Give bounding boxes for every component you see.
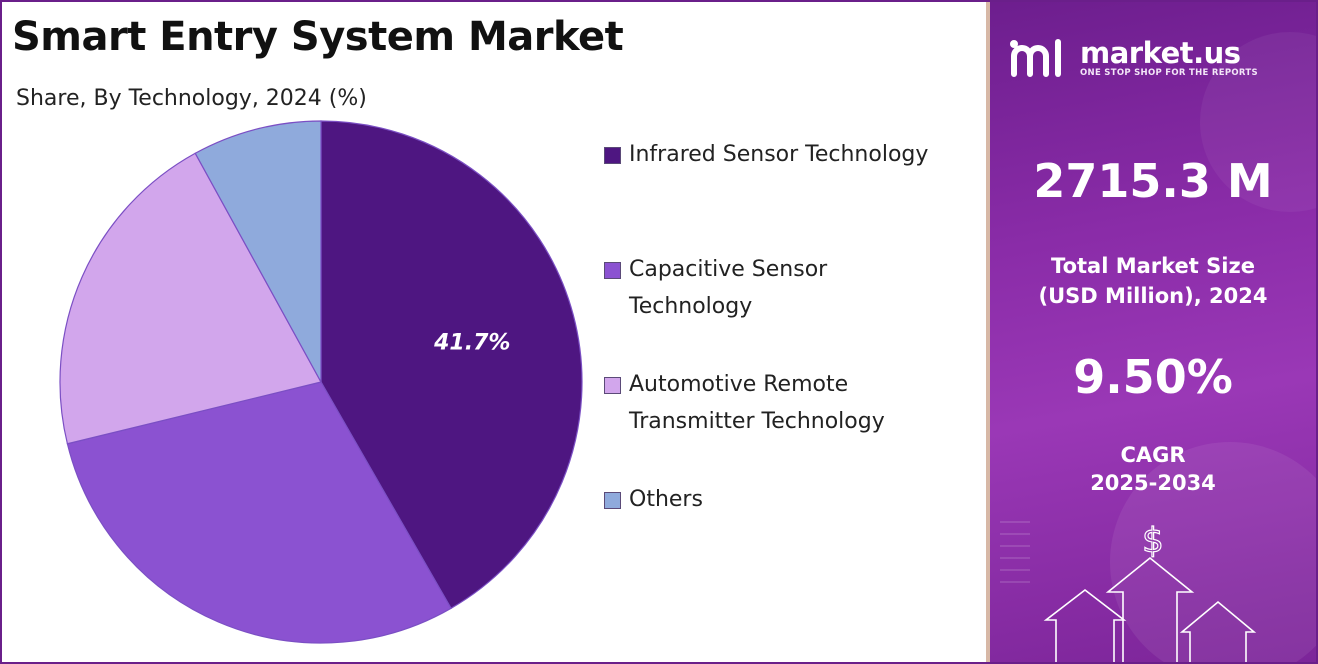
cagr-period: 2025-2034 xyxy=(1090,471,1216,495)
background-decoration xyxy=(1000,32,1316,662)
pie-data-label: 41.7% xyxy=(433,331,510,356)
pie-chart: 41.7% xyxy=(59,120,583,644)
legend-item-automotive: Automotive Remote Transmitter Technology xyxy=(604,371,949,440)
legend-item-capacitive: Capacitive Sensor Technology xyxy=(604,256,889,325)
legend-swatch xyxy=(604,262,621,279)
legend-label: Infrared Sensor Technology xyxy=(629,142,929,167)
logo-name: market.us xyxy=(1080,36,1241,70)
legend-label: Capacitive Sensor Technology xyxy=(629,257,828,319)
legend-item-infrared: Infrared Sensor Technology xyxy=(604,141,979,173)
market-size-label-line1: Total Market Size xyxy=(1051,254,1255,278)
legend-swatch xyxy=(604,147,621,164)
chart-panel: Smart Entry System Market Share, By Tech… xyxy=(2,2,986,662)
summary-panel: market.us ONE STOP SHOP FOR THE REPORTS … xyxy=(990,2,1316,662)
pie-slice-4 xyxy=(194,120,322,383)
chart-title: Smart Entry System Market xyxy=(12,14,624,60)
pie-slice-3 xyxy=(59,152,322,445)
logo-tagline: ONE STOP SHOP FOR THE REPORTS xyxy=(1080,68,1258,78)
marketus-logo: market.us ONE STOP SHOP FOR THE REPORTS xyxy=(1008,34,1258,82)
pie-slice-1 xyxy=(320,120,583,610)
panel-divider xyxy=(986,2,990,662)
legend-swatch xyxy=(604,377,621,394)
logo-mark-icon xyxy=(1010,39,1061,77)
chart-subtitle: Share, By Technology, 2024 (%) xyxy=(16,86,367,111)
legend-swatch xyxy=(604,492,621,509)
cagr-value: 9.50% xyxy=(1073,350,1233,404)
cagr-label: CAGR xyxy=(1120,443,1186,467)
legend-label: Automotive Remote Transmitter Technology xyxy=(629,372,885,434)
growth-arrows-icon: $ xyxy=(1043,520,1257,662)
market-size-label-line2: (USD Million), 2024 xyxy=(1038,284,1268,308)
market-size-value: 2715.3 M xyxy=(1033,154,1273,208)
legend-label: Others xyxy=(629,487,703,512)
dollar-icon: $ xyxy=(1142,521,1164,561)
legend-item-others: Others xyxy=(604,486,979,518)
pie-slice-2 xyxy=(66,381,452,644)
